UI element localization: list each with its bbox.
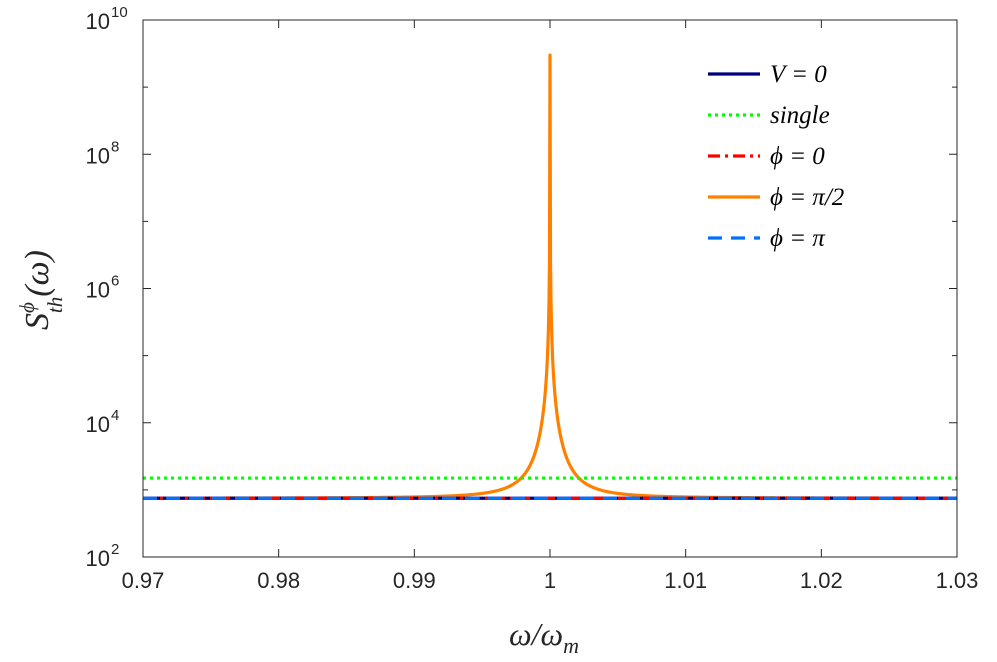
axis-labels: ω/ωm Sϕ th(ω) bbox=[15, 250, 579, 658]
legend-label-2: ϕ = 0 bbox=[770, 143, 825, 170]
y-tick-label: 10 bbox=[86, 143, 110, 168]
legend-label-3: ϕ = π/2 bbox=[770, 184, 844, 211]
x-axis-label: ω/ωm bbox=[509, 616, 579, 658]
y-axis-label-sup: ϕ bbox=[15, 302, 39, 313]
y-tick-exponent: 6 bbox=[111, 273, 119, 290]
y-tick-base: 10 bbox=[86, 278, 110, 303]
axes bbox=[142, 19, 958, 558]
x-tick-label: 0.99 bbox=[393, 568, 436, 593]
y-tick-label: 10 bbox=[86, 546, 110, 571]
y-axis-label-main: S bbox=[19, 313, 56, 330]
legend-label-1: single bbox=[770, 102, 830, 129]
x-tick-label: 1 bbox=[544, 568, 556, 593]
y-axis-label-sub: th bbox=[43, 297, 67, 313]
legend: V = 0 single ϕ = 0 ϕ = π/2 ϕ = π bbox=[708, 61, 844, 252]
x-tick-label: 1.02 bbox=[800, 568, 843, 593]
y-axis-label: Sϕ th(ω) bbox=[15, 250, 67, 330]
x-tick-label: 0.97 bbox=[122, 568, 165, 593]
legend-label-0: V = 0 bbox=[770, 61, 827, 88]
y-tick-base: 10 bbox=[86, 412, 110, 437]
y-tick-label: 10 bbox=[86, 9, 110, 34]
y-tick-label: 10 bbox=[86, 278, 110, 303]
y-tick-base: 10 bbox=[86, 9, 110, 34]
y-tick-base: 10 bbox=[86, 546, 110, 571]
x-tick-label: 0.98 bbox=[257, 568, 300, 593]
y-tick-exponent: 4 bbox=[111, 407, 119, 424]
series-group bbox=[143, 53, 957, 500]
y-tick-label: 10 bbox=[86, 412, 110, 437]
y-tick-exponent: 10 bbox=[111, 4, 128, 21]
x-tick-label: 1.03 bbox=[936, 568, 979, 593]
x-tick-label: 1.01 bbox=[664, 568, 707, 593]
y-tick-exponent: 8 bbox=[111, 138, 119, 155]
x-axis-label-base: ω/ω bbox=[509, 616, 563, 652]
y-tick-exponent: 2 bbox=[111, 541, 119, 558]
x-axis-label-sub: m bbox=[563, 633, 579, 658]
y-axis-label-arg: (ω) bbox=[19, 250, 56, 297]
legend-label-4: ϕ = π bbox=[770, 225, 826, 252]
plot-area bbox=[143, 20, 957, 557]
y-tick-base: 10 bbox=[86, 143, 110, 168]
